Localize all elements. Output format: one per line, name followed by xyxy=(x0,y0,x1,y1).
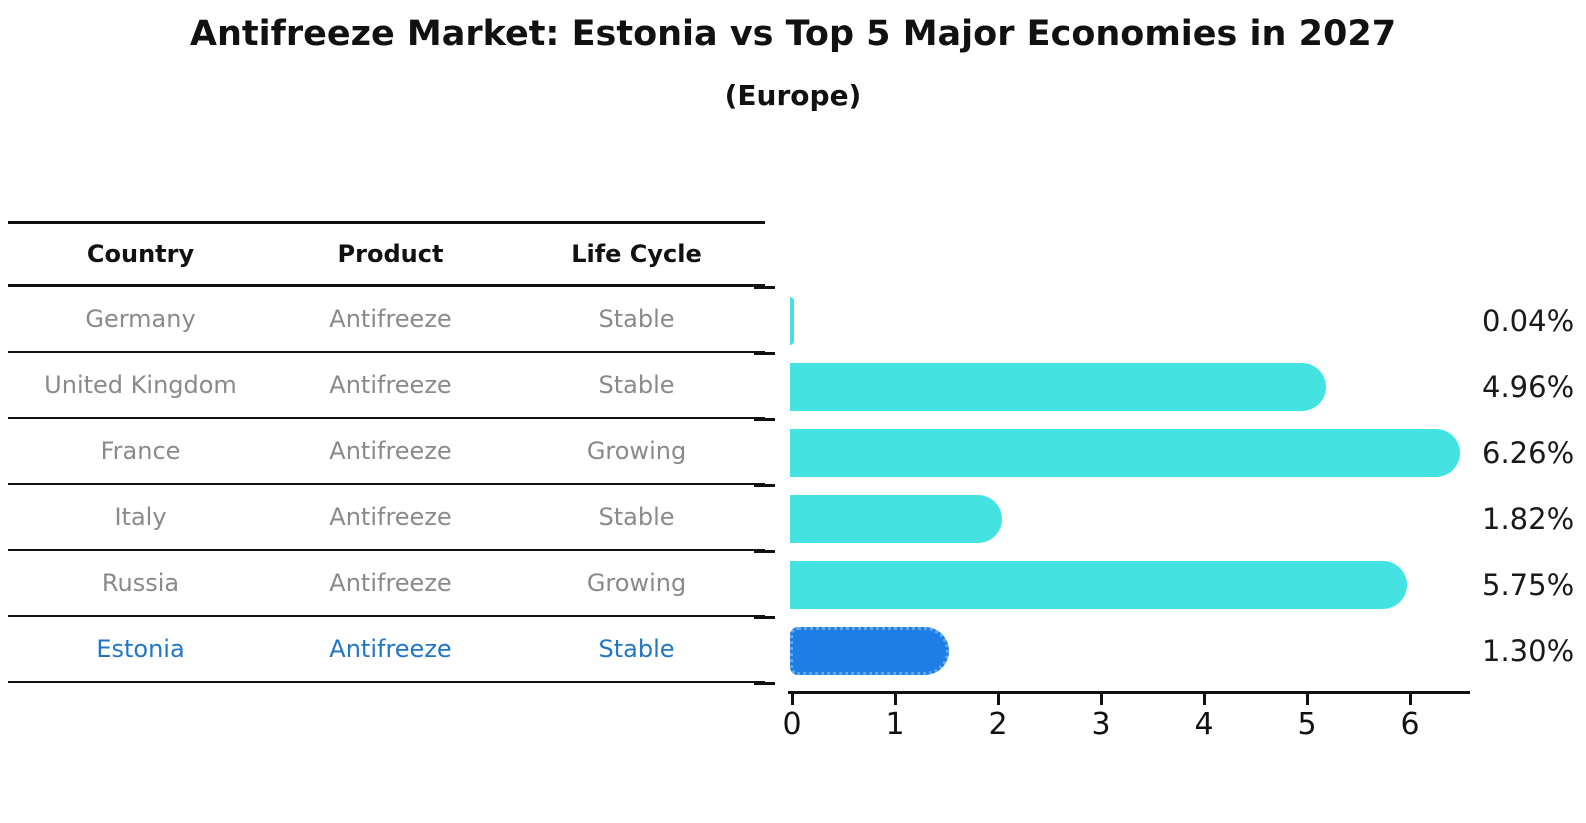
cell-life-cycle: Stable xyxy=(508,285,765,353)
table-row-united-kingdom: United Kingdom Antifreeze Stable xyxy=(8,352,765,419)
cell-product: Antifreeze xyxy=(273,484,508,551)
col-header-product: Product xyxy=(273,221,508,287)
tick-mark xyxy=(997,694,1000,705)
cell-country: Estonia xyxy=(8,616,273,683)
bar-united-kingdom xyxy=(790,363,1326,411)
tick-mark xyxy=(1100,694,1103,705)
col-header-life-cycle: Life Cycle xyxy=(508,221,765,287)
table-header-row: Country Product Life Cycle xyxy=(8,221,765,287)
tick-mark xyxy=(894,694,897,705)
cell-life-cycle: Stable xyxy=(508,484,765,551)
value-label-estonia: 1.30% xyxy=(1482,634,1575,668)
x-tick-label: 1 xyxy=(885,707,905,742)
x-tick-label: 3 xyxy=(1091,707,1111,742)
value-label-russia: 5.75% xyxy=(1482,568,1575,602)
table-row-france: France Antifreeze Growing xyxy=(8,418,765,485)
bar-france xyxy=(790,429,1460,477)
value-label-united-kingdom: 4.96% xyxy=(1482,370,1575,404)
cell-product: Antifreeze xyxy=(273,352,508,419)
chart-title: Antifreeze Market: Estonia vs Top 5 Majo… xyxy=(189,14,1397,54)
cell-product: Antifreeze xyxy=(273,616,508,683)
cell-life-cycle: Growing xyxy=(508,550,765,617)
y-axis-tick xyxy=(754,682,775,685)
value-label-france: 6.26% xyxy=(1482,436,1575,470)
cell-country: United Kingdom xyxy=(8,352,273,419)
y-axis-tick xyxy=(754,550,775,553)
tick-mark xyxy=(791,694,794,705)
cell-country: Germany xyxy=(8,285,273,353)
bar-italy xyxy=(790,495,1003,543)
tick-mark xyxy=(1306,694,1309,705)
x-tick-label: 0 xyxy=(782,707,802,742)
cell-country: Russia xyxy=(8,550,273,617)
value-label-italy: 1.82% xyxy=(1482,502,1575,536)
y-axis-tick xyxy=(754,484,775,487)
cell-country: Italy xyxy=(8,484,273,551)
cell-life-cycle: Growing xyxy=(508,418,765,485)
y-axis-tick xyxy=(754,418,775,421)
table-row-italy: Italy Antifreeze Stable xyxy=(8,484,765,551)
cell-product: Antifreeze xyxy=(273,418,508,485)
y-axis-tick xyxy=(754,352,775,355)
x-tick-label: 6 xyxy=(1400,707,1420,742)
y-axis-tick xyxy=(754,616,775,619)
x-axis-line xyxy=(788,691,1470,694)
cell-product: Antifreeze xyxy=(273,285,508,353)
table-row-estonia: Estonia Antifreeze Stable xyxy=(8,616,765,683)
chart-subtitle: (Europe) xyxy=(724,79,862,112)
table-row-germany: Germany Antifreeze Stable xyxy=(8,285,765,353)
x-tick-label: 4 xyxy=(1194,707,1214,742)
tick-mark xyxy=(1409,694,1412,705)
cell-product: Antifreeze xyxy=(273,550,508,617)
tick-mark xyxy=(1203,694,1206,705)
bar-germany xyxy=(790,297,795,345)
country-table: Country Product Life Cycle Germany Antif… xyxy=(8,221,765,683)
bar-estonia xyxy=(790,627,949,675)
bar-russia xyxy=(790,561,1408,609)
cell-life-cycle: Stable xyxy=(508,616,765,683)
cell-life-cycle: Stable xyxy=(508,352,765,419)
x-tick-label: 5 xyxy=(1297,707,1317,742)
cell-country: France xyxy=(8,418,273,485)
table-row-russia: Russia Antifreeze Growing xyxy=(8,550,765,617)
value-label-germany: 0.04% xyxy=(1482,304,1575,338)
y-axis-tick xyxy=(754,286,775,289)
x-tick-label: 2 xyxy=(988,707,1008,742)
col-header-country: Country xyxy=(8,221,273,287)
